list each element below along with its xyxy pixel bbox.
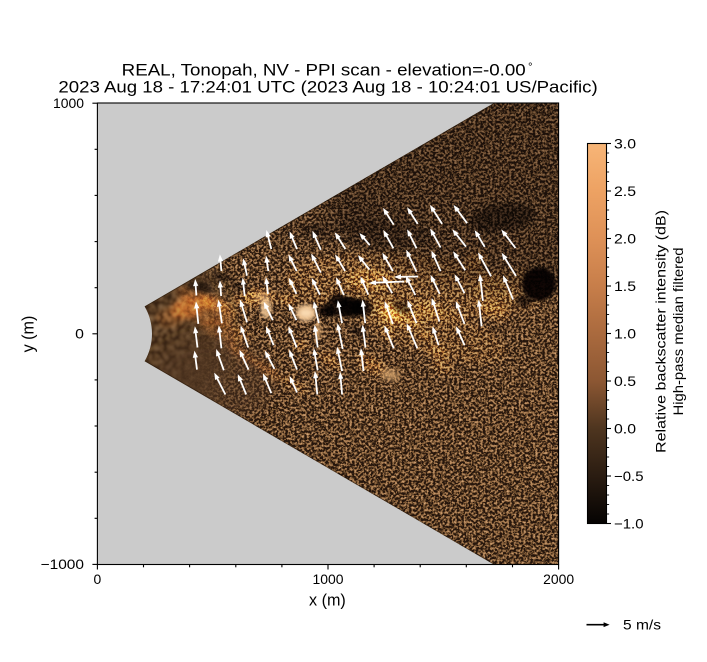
svg-text:x (m): x (m)	[309, 591, 346, 610]
svg-text:−1.0: −1.0	[614, 515, 644, 531]
svg-text:°: °	[528, 62, 533, 74]
svg-text:1000: 1000	[313, 571, 344, 587]
svg-text:1000: 1000	[53, 95, 84, 111]
svg-text:−1000: −1000	[41, 556, 85, 572]
svg-text:3.0: 3.0	[614, 135, 636, 151]
svg-text:2.5: 2.5	[614, 183, 636, 199]
svg-text:1.0: 1.0	[614, 325, 636, 341]
svg-text:1.5: 1.5	[614, 278, 636, 294]
svg-text:High-pass median filtered: High-pass median filtered	[670, 248, 686, 416]
svg-text:0.0: 0.0	[614, 420, 636, 436]
svg-text:0: 0	[94, 571, 102, 587]
svg-text:Relative backscatter intensity: Relative backscatter intensity (dB)	[653, 210, 669, 453]
svg-text:0: 0	[75, 326, 84, 342]
svg-text:5 m/s: 5 m/s	[623, 617, 661, 633]
svg-text:0.5: 0.5	[614, 373, 636, 389]
svg-text:y (m): y (m)	[19, 316, 38, 353]
svg-text:2000: 2000	[543, 571, 574, 587]
svg-text:2023 Aug 18 - 17:24:01 UTC (20: 2023 Aug 18 - 17:24:01 UTC (2023 Aug 18 …	[58, 77, 597, 96]
svg-text:2.0: 2.0	[614, 230, 636, 246]
svg-text:−0.5: −0.5	[614, 468, 644, 484]
